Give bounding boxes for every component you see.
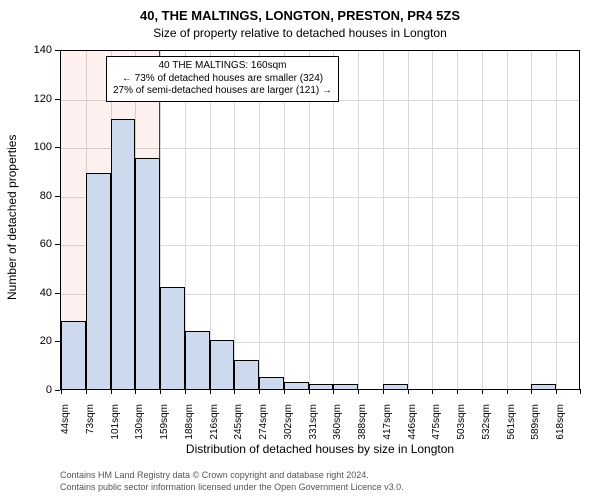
x-tick-label: 417sqm xyxy=(382,398,393,440)
y-tick-label: 0 xyxy=(0,384,52,396)
x-tick-mark xyxy=(482,389,483,394)
y-tick-label: 140 xyxy=(0,44,52,56)
x-tick-label: 446sqm xyxy=(407,398,418,440)
x-tick-mark xyxy=(457,389,458,394)
x-tick-label: 302sqm xyxy=(283,398,294,440)
histogram-bar xyxy=(234,360,259,389)
histogram-bar xyxy=(185,331,210,389)
x-tick-label: 503sqm xyxy=(456,398,467,440)
x-tick-label: 532sqm xyxy=(481,398,492,440)
footer-line-2: Contains public sector information licen… xyxy=(60,482,404,494)
histogram-bar xyxy=(86,173,111,389)
grid-line-v xyxy=(383,51,384,389)
x-tick-label: 216sqm xyxy=(209,398,220,440)
grid-line-v xyxy=(507,51,508,389)
histogram-bar xyxy=(61,321,86,389)
annotation-line-1: 40 THE MALTINGS: 160sqm xyxy=(113,60,332,73)
y-tick-label: 60 xyxy=(0,238,52,250)
footer-attribution: Contains HM Land Registry data © Crown c… xyxy=(60,470,404,493)
histogram-bar xyxy=(259,377,284,389)
x-tick-mark xyxy=(284,389,285,394)
y-tick-label: 80 xyxy=(0,190,52,202)
x-tick-label: 618sqm xyxy=(555,398,566,440)
x-tick-label: 101sqm xyxy=(110,398,121,440)
x-tick-label: 360sqm xyxy=(332,398,343,440)
x-tick-label: 274sqm xyxy=(258,398,269,440)
x-tick-mark xyxy=(111,389,112,394)
x-tick-mark xyxy=(408,389,409,394)
grid-line-v xyxy=(556,51,557,389)
y-tick-mark xyxy=(55,390,60,391)
x-tick-label: 130sqm xyxy=(134,398,145,440)
histogram-bar xyxy=(111,119,136,389)
y-tick-label: 20 xyxy=(0,335,52,347)
histogram-bar xyxy=(284,382,309,389)
y-tick-label: 120 xyxy=(0,93,52,105)
x-tick-mark xyxy=(259,389,260,394)
x-tick-mark xyxy=(309,389,310,394)
histogram-bar xyxy=(309,384,334,389)
x-tick-mark xyxy=(358,389,359,394)
x-tick-mark xyxy=(185,389,186,394)
grid-line-v xyxy=(259,51,260,389)
grid-line-v xyxy=(408,51,409,389)
x-tick-label: 331sqm xyxy=(308,398,319,440)
x-tick-mark xyxy=(86,389,87,394)
grid-line-v xyxy=(531,51,532,389)
x-tick-mark xyxy=(531,389,532,394)
histogram-bar xyxy=(210,340,235,389)
chart-title-sub: Size of property relative to detached ho… xyxy=(0,26,600,40)
chart-title-main: 40, THE MALTINGS, LONGTON, PRESTON, PR4 … xyxy=(0,8,600,23)
x-tick-label: 73sqm xyxy=(85,398,96,434)
x-tick-label: 245sqm xyxy=(233,398,244,440)
footer-line-1: Contains HM Land Registry data © Crown c… xyxy=(60,470,404,482)
annotation-line-3: 27% of semi-detached houses are larger (… xyxy=(113,85,332,98)
x-tick-mark xyxy=(61,389,62,394)
x-tick-label: 44sqm xyxy=(60,398,71,434)
y-tick-label: 100 xyxy=(0,141,52,153)
x-tick-label: 475sqm xyxy=(431,398,442,440)
chart-container: 40, THE MALTINGS, LONGTON, PRESTON, PR4 … xyxy=(0,0,600,500)
x-tick-label: 589sqm xyxy=(530,398,541,440)
grid-line-v xyxy=(358,51,359,389)
x-tick-mark xyxy=(210,389,211,394)
x-tick-mark xyxy=(383,389,384,394)
histogram-bar xyxy=(383,384,408,389)
grid-line-v xyxy=(234,51,235,389)
histogram-bar xyxy=(135,158,160,389)
grid-line-v xyxy=(482,51,483,389)
x-tick-mark xyxy=(234,389,235,394)
x-tick-label: 561sqm xyxy=(506,398,517,440)
x-tick-label: 159sqm xyxy=(159,398,170,440)
grid-line-v xyxy=(210,51,211,389)
histogram-bar xyxy=(531,384,556,389)
x-tick-mark xyxy=(580,389,581,394)
x-tick-mark xyxy=(333,389,334,394)
grid-line-v xyxy=(284,51,285,389)
x-tick-label: 188sqm xyxy=(184,398,195,440)
x-tick-label: 388sqm xyxy=(357,398,368,440)
grid-line-v xyxy=(432,51,433,389)
x-tick-mark xyxy=(556,389,557,394)
y-axis-label: Number of detached properties xyxy=(5,140,19,300)
grid-line-v xyxy=(457,51,458,389)
histogram-bar xyxy=(160,287,185,389)
annotation-line-2: ← 73% of detached houses are smaller (32… xyxy=(113,73,332,86)
x-tick-mark xyxy=(135,389,136,394)
y-tick-label: 40 xyxy=(0,287,52,299)
grid-line-v xyxy=(309,51,310,389)
annotation-box: 40 THE MALTINGS: 160sqm ← 73% of detache… xyxy=(106,56,339,102)
grid-line-v xyxy=(333,51,334,389)
x-tick-mark xyxy=(432,389,433,394)
x-tick-mark xyxy=(160,389,161,394)
x-axis-label: Distribution of detached houses by size … xyxy=(60,442,580,456)
x-tick-mark xyxy=(507,389,508,394)
histogram-bar xyxy=(333,384,358,389)
